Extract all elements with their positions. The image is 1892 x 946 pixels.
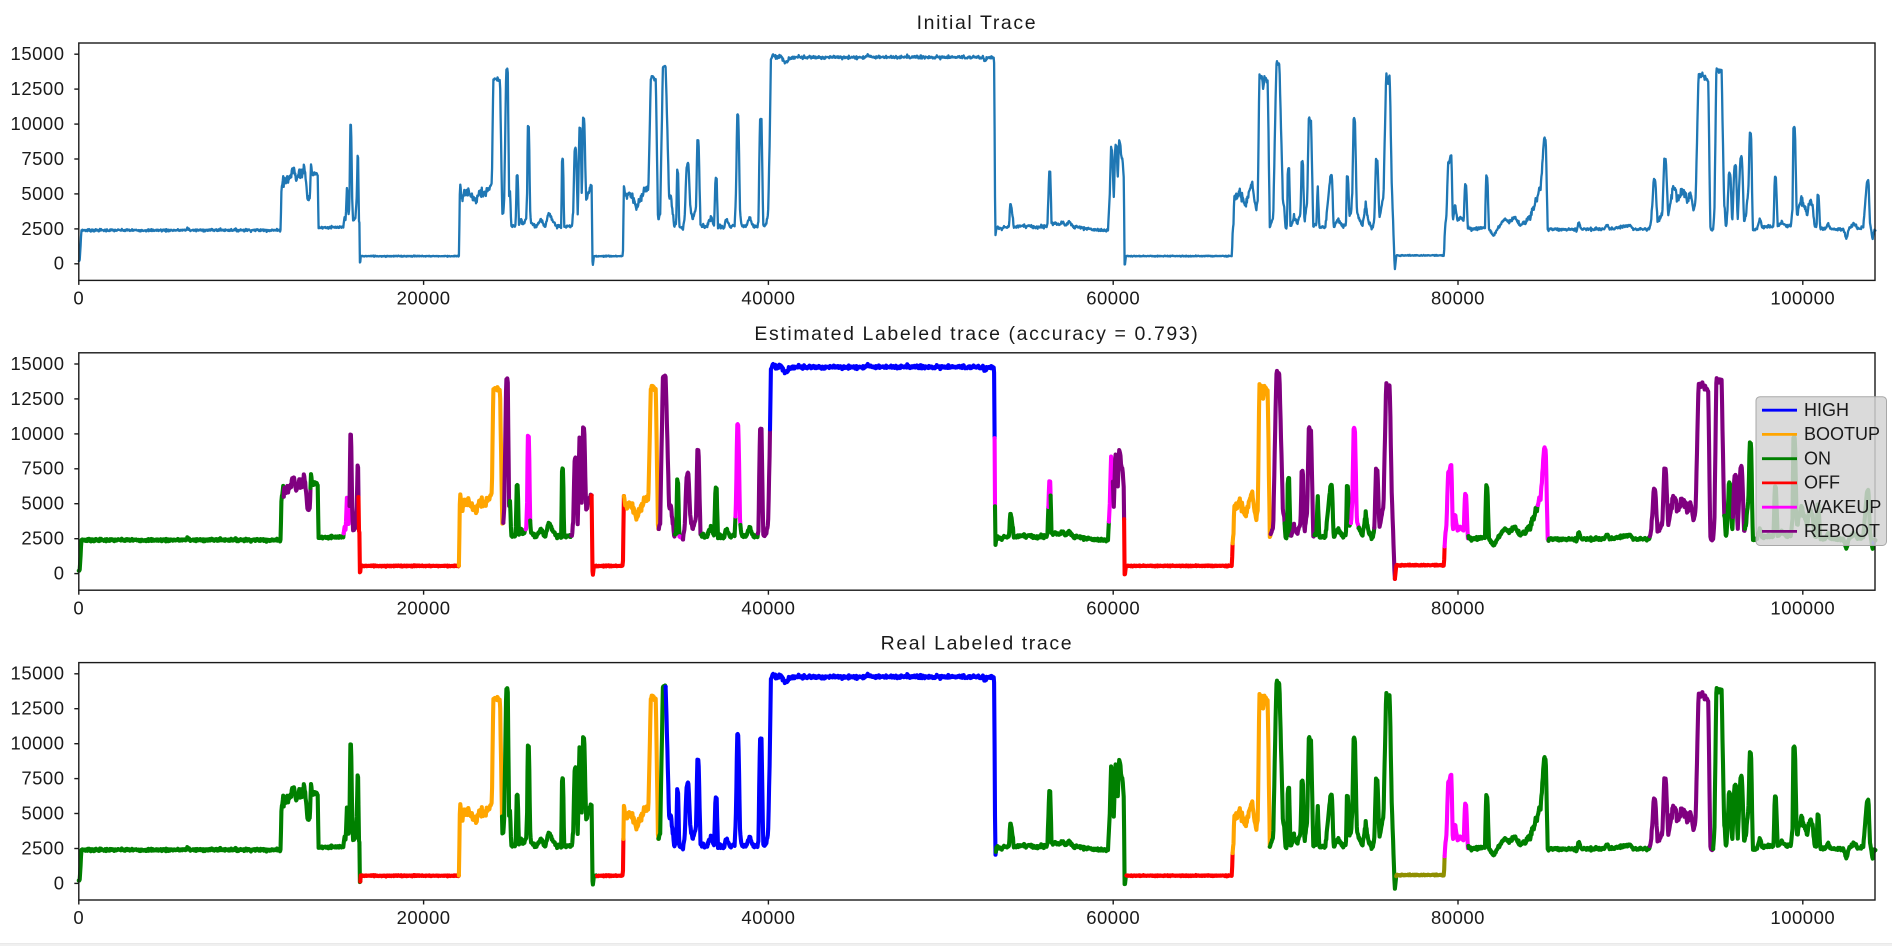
svg-text:60000: 60000 <box>1086 597 1140 618</box>
svg-text:100000: 100000 <box>1770 907 1835 928</box>
svg-text:2500: 2500 <box>21 837 64 858</box>
svg-text:20000: 20000 <box>397 597 451 618</box>
svg-text:Real Labeled trace: Real Labeled trace <box>881 633 1074 655</box>
svg-text:100000: 100000 <box>1770 288 1835 309</box>
svg-text:15000: 15000 <box>11 663 65 684</box>
svg-text:OFF: OFF <box>1804 473 1840 493</box>
svg-text:5000: 5000 <box>21 802 64 823</box>
svg-text:60000: 60000 <box>1086 288 1140 309</box>
svg-text:WAKEUP: WAKEUP <box>1804 497 1881 517</box>
svg-text:7500: 7500 <box>21 148 64 169</box>
svg-text:2500: 2500 <box>21 528 64 549</box>
svg-text:60000: 60000 <box>1086 907 1140 928</box>
svg-text:ON: ON <box>1804 448 1831 468</box>
svg-text:5000: 5000 <box>21 183 64 204</box>
svg-text:0: 0 <box>54 253 65 274</box>
svg-text:Initial Trace: Initial Trace <box>917 12 1038 34</box>
svg-text:12500: 12500 <box>11 78 65 99</box>
svg-text:100000: 100000 <box>1770 597 1835 618</box>
svg-text:2500: 2500 <box>21 218 64 239</box>
svg-text:40000: 40000 <box>741 597 795 618</box>
svg-text:0: 0 <box>73 597 84 618</box>
svg-text:15000: 15000 <box>11 353 65 374</box>
svg-text:5000: 5000 <box>21 493 64 514</box>
svg-text:20000: 20000 <box>397 907 451 928</box>
svg-text:40000: 40000 <box>741 288 795 309</box>
svg-text:HIGH: HIGH <box>1804 400 1849 420</box>
svg-text:12500: 12500 <box>11 698 65 719</box>
svg-text:12500: 12500 <box>11 388 65 409</box>
svg-text:0: 0 <box>54 563 65 584</box>
svg-text:40000: 40000 <box>741 907 795 928</box>
svg-text:15000: 15000 <box>11 43 65 64</box>
svg-text:10000: 10000 <box>11 423 65 444</box>
svg-text:0: 0 <box>73 288 84 309</box>
svg-text:Estimated Labeled trace (accur: Estimated Labeled trace (accuracy = 0.79… <box>754 323 1199 345</box>
svg-text:80000: 80000 <box>1431 597 1485 618</box>
svg-text:0: 0 <box>54 872 65 893</box>
svg-text:7500: 7500 <box>21 458 64 479</box>
svg-text:10000: 10000 <box>11 113 65 134</box>
svg-text:REBOOT: REBOOT <box>1804 521 1880 541</box>
svg-text:80000: 80000 <box>1431 288 1485 309</box>
svg-text:20000: 20000 <box>397 288 451 309</box>
svg-text:10000: 10000 <box>11 733 65 754</box>
svg-text:7500: 7500 <box>21 768 64 789</box>
svg-text:80000: 80000 <box>1431 907 1485 928</box>
svg-text:BOOTUP: BOOTUP <box>1804 424 1880 444</box>
svg-text:0: 0 <box>73 907 84 928</box>
